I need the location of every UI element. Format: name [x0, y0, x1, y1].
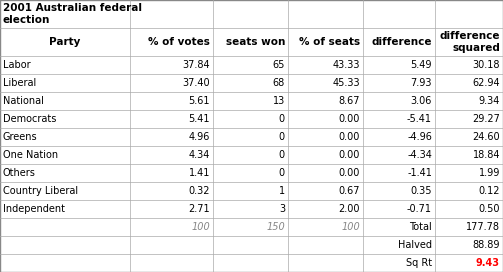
Text: 3.06: 3.06 — [410, 96, 432, 106]
Text: seats won: seats won — [226, 37, 285, 47]
Text: -0.71: -0.71 — [407, 204, 432, 214]
Text: 0.32: 0.32 — [189, 186, 210, 196]
Text: 24.60: 24.60 — [472, 132, 500, 142]
Text: % of votes: % of votes — [148, 37, 210, 47]
Text: 2.71: 2.71 — [189, 204, 210, 214]
Text: 0.67: 0.67 — [339, 186, 360, 196]
Text: Liberal: Liberal — [3, 78, 36, 88]
Text: 0.00: 0.00 — [339, 150, 360, 160]
Text: National: National — [3, 96, 44, 106]
Text: 4.96: 4.96 — [189, 132, 210, 142]
Text: 5.49: 5.49 — [410, 60, 432, 70]
Text: 2.00: 2.00 — [339, 204, 360, 214]
Text: 100: 100 — [191, 222, 210, 232]
Text: 37.40: 37.40 — [183, 78, 210, 88]
Text: 0: 0 — [279, 132, 285, 142]
Text: 88.89: 88.89 — [472, 240, 500, 250]
Text: Country Liberal: Country Liberal — [3, 186, 78, 196]
Text: 0.35: 0.35 — [410, 186, 432, 196]
Text: Party: Party — [49, 37, 80, 47]
Text: 9.34: 9.34 — [479, 96, 500, 106]
Text: 7.93: 7.93 — [410, 78, 432, 88]
Text: 1: 1 — [279, 186, 285, 196]
Text: -4.34: -4.34 — [407, 150, 432, 160]
Text: 0.50: 0.50 — [478, 204, 500, 214]
Text: 4.34: 4.34 — [189, 150, 210, 160]
Text: Independent: Independent — [3, 204, 65, 214]
Text: One Nation: One Nation — [3, 150, 58, 160]
Text: 18.84: 18.84 — [472, 150, 500, 160]
Text: 0: 0 — [279, 168, 285, 178]
Text: 0.00: 0.00 — [339, 168, 360, 178]
Text: 1.41: 1.41 — [189, 168, 210, 178]
Text: difference: difference — [372, 37, 432, 47]
Text: 45.33: 45.33 — [332, 78, 360, 88]
Text: 62.94: 62.94 — [472, 78, 500, 88]
Text: Labor: Labor — [3, 60, 31, 70]
Text: Sq Rt: Sq Rt — [406, 258, 432, 268]
Text: 100: 100 — [341, 222, 360, 232]
Text: difference
squared: difference squared — [440, 31, 500, 53]
Text: Others: Others — [3, 168, 36, 178]
Text: 29.27: 29.27 — [472, 114, 500, 124]
Text: 177.78: 177.78 — [466, 222, 500, 232]
Text: 0: 0 — [279, 114, 285, 124]
Text: Democrats: Democrats — [3, 114, 56, 124]
Text: 13: 13 — [273, 96, 285, 106]
Text: % of seats: % of seats — [299, 37, 360, 47]
Text: 0.00: 0.00 — [339, 114, 360, 124]
Text: 65: 65 — [273, 60, 285, 70]
Text: Greens: Greens — [3, 132, 38, 142]
Text: 0: 0 — [279, 150, 285, 160]
Text: 150: 150 — [266, 222, 285, 232]
Text: -5.41: -5.41 — [407, 114, 432, 124]
Text: 30.18: 30.18 — [472, 60, 500, 70]
Text: Total: Total — [409, 222, 432, 232]
Text: 5.41: 5.41 — [189, 114, 210, 124]
Text: 0.12: 0.12 — [478, 186, 500, 196]
Text: 9.43: 9.43 — [476, 258, 500, 268]
Text: 1.99: 1.99 — [479, 168, 500, 178]
Text: 37.84: 37.84 — [183, 60, 210, 70]
Text: 2001 Australian federal
election: 2001 Australian federal election — [3, 3, 142, 25]
Text: Halved: Halved — [398, 240, 432, 250]
Text: 43.33: 43.33 — [332, 60, 360, 70]
Text: -4.96: -4.96 — [407, 132, 432, 142]
Text: 68: 68 — [273, 78, 285, 88]
Text: 8.67: 8.67 — [339, 96, 360, 106]
Text: -1.41: -1.41 — [407, 168, 432, 178]
Text: 3: 3 — [279, 204, 285, 214]
Text: 5.61: 5.61 — [189, 96, 210, 106]
Text: 0.00: 0.00 — [339, 132, 360, 142]
